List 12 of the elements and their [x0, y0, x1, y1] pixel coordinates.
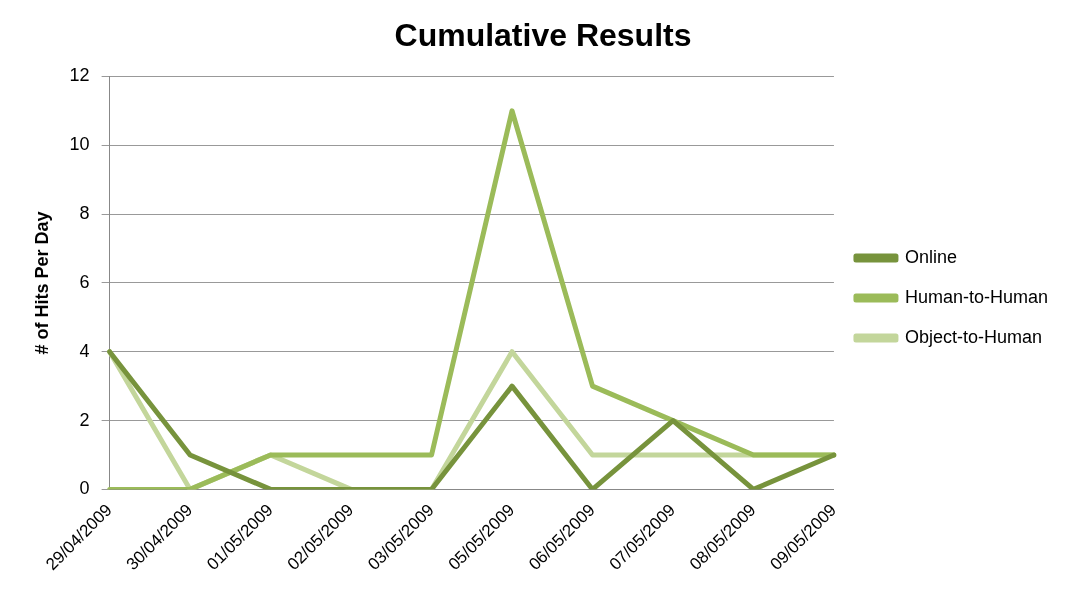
- legend-label: Human-to-Human: [904, 286, 1049, 307]
- y-tick-label: 8: [79, 203, 90, 224]
- y-tick-label: 12: [69, 65, 90, 86]
- y-tick-label: 0: [79, 478, 90, 499]
- y-tick-label: 6: [79, 271, 90, 292]
- legend-label: Object-to-Human: [904, 326, 1043, 347]
- legend-label: Online: [904, 246, 957, 267]
- y-axis-title: # of Hits Per Day: [31, 211, 52, 355]
- y-tick-label: 10: [69, 134, 90, 155]
- chart-title: Cumulative Results: [394, 17, 692, 54]
- y-tick-label: 4: [79, 340, 90, 361]
- y-tick-label: 2: [79, 409, 90, 430]
